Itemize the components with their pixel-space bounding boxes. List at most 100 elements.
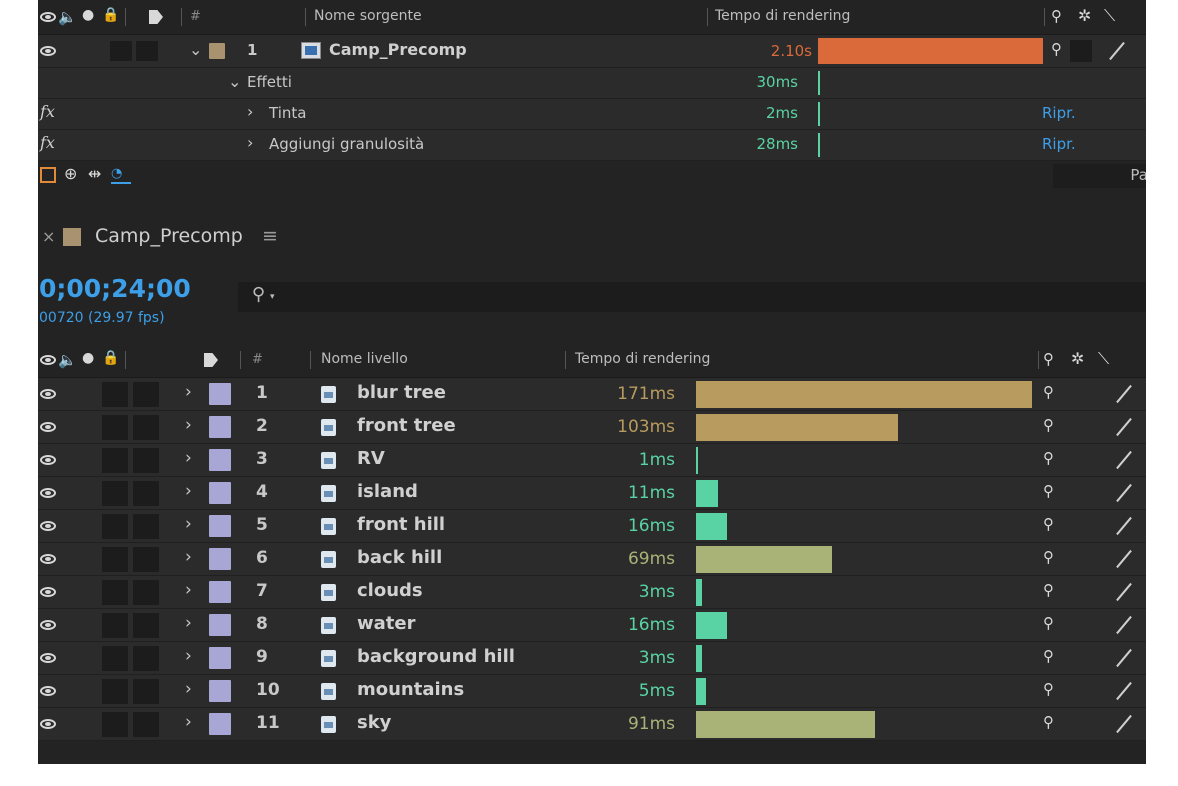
eye-icon[interactable] [40,620,56,630]
shy-switch-icon[interactable]: ⚲ [1043,548,1054,566]
audio-switch[interactable] [110,41,132,61]
quality-icon[interactable]: ⟍ [1098,349,1110,368]
collapse-icon[interactable]: ✲ [1078,6,1092,25]
frame-render-box[interactable]: Pa [1053,164,1146,188]
label-color-swatch[interactable] [209,647,231,669]
label-color-swatch[interactable] [209,614,231,636]
solo-switch[interactable] [133,448,159,473]
close-tab-icon[interactable]: × [42,227,56,246]
layer-name[interactable]: water [357,613,416,634]
audio-switch[interactable] [102,514,128,539]
lock-icon[interactable]: 🔒 [102,7,120,23]
chevron-right-icon[interactable]: › [185,679,192,699]
eye-icon[interactable] [40,12,56,22]
audio-switch[interactable] [102,481,128,506]
solo-switch[interactable] [133,679,159,704]
quality-slash-icon[interactable] [1116,384,1132,404]
quality-slash-icon[interactable] [1116,615,1132,635]
eye-icon[interactable] [40,488,56,498]
layer-name-header[interactable]: Nome livello [321,351,408,367]
solo-switch[interactable] [133,613,159,638]
comp-name[interactable]: Camp_Precomp [329,40,467,59]
layer-row[interactable]: › 11 sky 91ms ⚲ [38,708,1146,741]
comp-tab[interactable]: × Camp_Precomp ≡ [38,220,1146,260]
comp-row[interactable]: ⌄ 1 Camp_Precomp 2.10s ⚲ [38,35,1146,68]
reset-link[interactable]: Ripr. [1042,135,1076,153]
solo-switch[interactable] [133,481,159,506]
eye-icon[interactable] [40,587,56,597]
quality-slash-icon[interactable] [1116,450,1132,470]
layer-name[interactable]: back hill [357,547,443,568]
label-color-swatch[interactable] [209,383,231,405]
label-color-swatch[interactable] [209,416,231,438]
current-timecode[interactable]: 0;00;24;00 [39,274,191,303]
panel-menu-icon[interactable]: ≡ [262,225,278,247]
shy-icon[interactable]: ⚲ [1043,350,1054,368]
label-color-swatch[interactable] [209,515,231,537]
layer-row[interactable]: › 10 mountains 5ms ⚲ [38,675,1146,708]
solo-switch[interactable] [133,580,159,605]
shy-switch-icon[interactable]: ⚲ [1043,581,1054,599]
layer-row[interactable]: › 3 RV 1ms ⚲ [38,444,1146,477]
effect-row[interactable]: fx › Aggiungi granulosità 28ms Ripr. [38,130,1146,161]
audio-switch[interactable] [102,712,128,737]
chevron-right-icon[interactable]: › [185,580,192,600]
collapse-icon[interactable]: ✲ [1071,349,1085,368]
quality-slash-icon[interactable] [1116,582,1132,602]
effects-group-row[interactable]: ⌄ Effetti 30ms [38,68,1146,99]
layer-name[interactable]: sky [357,712,392,733]
chevron-right-icon[interactable]: › [247,102,254,121]
shy-switch-icon[interactable]: ⚲ [1043,449,1054,467]
effect-name[interactable]: Aggiungi granulosità [269,135,425,153]
quality-slash-icon[interactable] [1109,41,1125,61]
audio-switch[interactable] [102,679,128,704]
search-dropdown-icon[interactable]: ▾ [270,292,275,302]
quality-slash-icon[interactable] [1116,549,1132,569]
collapse-switch[interactable] [1070,40,1092,62]
chevron-right-icon[interactable]: › [185,514,192,534]
label-color-swatch[interactable] [209,449,231,471]
audio-switch[interactable] [102,547,128,572]
label-color-swatch[interactable] [209,482,231,504]
chevron-down-icon[interactable]: ⌄ [189,40,203,59]
shy-icon[interactable]: ⚲ [1051,7,1062,25]
layer-name[interactable]: mountains [357,679,465,700]
audio-switch[interactable] [102,382,128,407]
layer-name[interactable]: blur tree [357,382,446,403]
chevron-right-icon[interactable]: › [185,712,192,732]
eye-icon[interactable] [40,389,56,399]
audio-switch[interactable] [102,580,128,605]
layer-name[interactable]: front tree [357,415,456,436]
speaker-icon[interactable]: 🔈 [58,351,77,369]
shy-switch-icon[interactable]: ⚲ [1043,416,1054,434]
layer-name[interactable]: clouds [357,580,423,601]
layer-row[interactable]: › 5 front hill 16ms ⚲ [38,510,1146,543]
shy-switch-icon[interactable]: ⚲ [1043,383,1054,401]
solo-switch[interactable] [133,547,159,572]
label-color-swatch[interactable] [209,713,231,735]
audio-switch[interactable] [102,415,128,440]
chevron-right-icon[interactable]: › [185,646,192,666]
eye-icon[interactable] [40,46,56,56]
layer-row[interactable]: › 1 blur tree 171ms ⚲ [38,378,1146,411]
eye-icon[interactable] [40,554,56,564]
audio-switch[interactable] [102,448,128,473]
solo-switch[interactable] [133,712,159,737]
comp-flowchart-icon[interactable] [40,167,56,183]
quality-slash-icon[interactable] [1116,483,1132,503]
eye-icon[interactable] [40,455,56,465]
render-time-header[interactable]: Tempo di rendering [715,8,851,24]
layer-row[interactable]: › 7 clouds 3ms ⚲ [38,576,1146,609]
quality-icon[interactable]: ⟍ [1104,6,1116,25]
chevron-down-icon[interactable]: ⌄ [228,72,242,91]
eye-icon[interactable] [40,719,56,729]
effects-label[interactable]: Effetti [247,73,292,91]
render-time-header[interactable]: Tempo di rendering [575,351,711,367]
layer-row[interactable]: › 9 background hill 3ms ⚲ [38,642,1146,675]
speaker-icon[interactable]: 🔈 [58,8,77,26]
chevron-right-icon[interactable]: › [185,448,192,468]
solo-switch[interactable] [133,382,159,407]
fx-icon[interactable]: fx [40,102,55,121]
transfer-icon[interactable]: ⇹ [88,164,102,183]
shy-switch-icon[interactable]: ⚲ [1043,713,1054,731]
